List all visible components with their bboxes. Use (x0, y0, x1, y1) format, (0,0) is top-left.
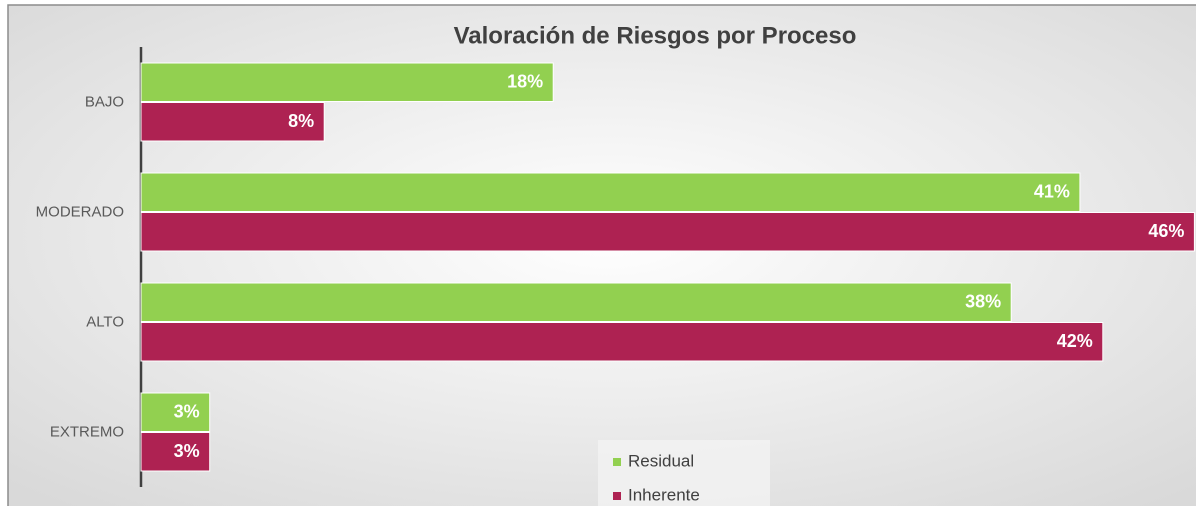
value-label: 3% (174, 441, 200, 461)
bar (140, 322, 1104, 362)
value-label: 42% (1057, 331, 1093, 351)
legend-label: Inherente (628, 485, 700, 504)
category-label: BAJO (85, 93, 124, 110)
legend-swatch (613, 492, 621, 500)
category-label: ALTO (86, 313, 124, 330)
legend-swatch (613, 458, 621, 466)
category-label: EXTREMO (50, 423, 124, 440)
legend-box (598, 440, 770, 506)
bar (140, 212, 1195, 252)
bar (140, 432, 211, 472)
value-label: 8% (288, 111, 314, 131)
category-label: MODERADO (36, 203, 124, 220)
chart-title: Valoración de Riesgos por Proceso (454, 22, 857, 49)
value-label: 3% (174, 402, 200, 422)
bar (140, 392, 211, 432)
value-label: 18% (507, 72, 543, 92)
value-label: 38% (965, 292, 1001, 312)
value-label: 41% (1034, 182, 1070, 202)
bar (140, 172, 1081, 212)
legend-label: Residual (628, 451, 694, 470)
bar (140, 102, 325, 142)
value-label: 46% (1148, 221, 1184, 241)
bar (140, 62, 554, 102)
bar (140, 282, 1012, 322)
